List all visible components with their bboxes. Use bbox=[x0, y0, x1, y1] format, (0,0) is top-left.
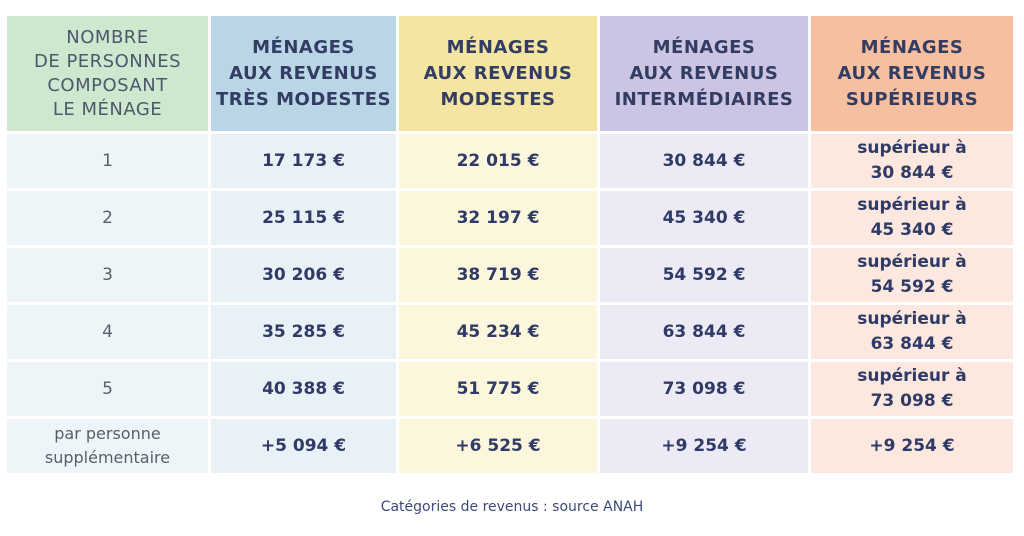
table-row: 5 40 388 € 51 775 € 73 098 € supérieur à… bbox=[7, 362, 1013, 416]
cell-superieurs: supérieur à 63 844 € bbox=[811, 305, 1013, 359]
table-row: 3 30 206 € 38 719 € 54 592 € supérieur à… bbox=[7, 248, 1013, 302]
header-intermediaires: MÉNAGES AUX REVENUS INTERMÉDIAIRES bbox=[600, 16, 808, 131]
cell-superieurs: supérieur à 30 844 € bbox=[811, 134, 1013, 188]
cell-household-size: 4 bbox=[7, 305, 208, 359]
cell-intermediaires: 73 098 € bbox=[600, 362, 808, 416]
header-superieurs: MÉNAGES AUX REVENUS SUPÉRIEURS bbox=[811, 16, 1013, 131]
table-row: 1 17 173 € 22 015 € 30 844 € supérieur à… bbox=[7, 134, 1013, 188]
cell-tres-modestes: 17 173 € bbox=[211, 134, 396, 188]
table-row: 4 35 285 € 45 234 € 63 844 € supérieur à… bbox=[7, 305, 1013, 359]
cell-tres-modestes: 25 115 € bbox=[211, 191, 396, 245]
cell-tres-modestes: 30 206 € bbox=[211, 248, 396, 302]
cell-household-size: 3 bbox=[7, 248, 208, 302]
cell-household-size: 1 bbox=[7, 134, 208, 188]
table-row: 2 25 115 € 32 197 € 45 340 € supérieur à… bbox=[7, 191, 1013, 245]
cell-modestes: 51 775 € bbox=[399, 362, 597, 416]
cell-superieurs: +9 254 € bbox=[811, 419, 1013, 473]
cell-household-size: par personne supplémentaire bbox=[7, 419, 208, 473]
cell-superieurs: supérieur à 54 592 € bbox=[811, 248, 1013, 302]
cell-household-size: 2 bbox=[7, 191, 208, 245]
cell-intermediaires: 54 592 € bbox=[600, 248, 808, 302]
income-categories-table: NOMBRE DE PERSONNES COMPOSANT LE MÉNAGE MÉN… bbox=[4, 13, 1016, 476]
header-row: NOMBRE DE PERSONNES COMPOSANT LE MÉNAGE MÉN… bbox=[7, 16, 1013, 131]
cell-tres-modestes: +5 094 € bbox=[211, 419, 396, 473]
cell-modestes: 32 197 € bbox=[399, 191, 597, 245]
cell-modestes: +6 525 € bbox=[399, 419, 597, 473]
cell-superieurs: supérieur à 73 098 € bbox=[811, 362, 1013, 416]
cell-modestes: 22 015 € bbox=[399, 134, 597, 188]
header-household-size: NOMBRE DE PERSONNES COMPOSANT LE MÉNAGE bbox=[7, 16, 208, 131]
table-row: par personne supplémentaire +5 094 € +6 5… bbox=[7, 419, 1013, 473]
header-tres-modestes: MÉNAGES AUX REVENUS TRÈS MODESTES bbox=[211, 16, 396, 131]
cell-tres-modestes: 40 388 € bbox=[211, 362, 396, 416]
cell-modestes: 45 234 € bbox=[399, 305, 597, 359]
header-modestes: MÉNAGES AUX REVENUS MODESTES bbox=[399, 16, 597, 131]
cell-intermediaires: 45 340 € bbox=[600, 191, 808, 245]
cell-intermediaires: 30 844 € bbox=[600, 134, 808, 188]
cell-superieurs: supérieur à 45 340 € bbox=[811, 191, 1013, 245]
cell-intermediaires: 63 844 € bbox=[600, 305, 808, 359]
cell-household-size: 5 bbox=[7, 362, 208, 416]
cell-modestes: 38 719 € bbox=[399, 248, 597, 302]
source-caption: Catégories de revenus : source ANAH bbox=[380, 499, 644, 515]
cell-intermediaires: +9 254 € bbox=[600, 419, 808, 473]
cell-tres-modestes: 35 285 € bbox=[211, 305, 396, 359]
